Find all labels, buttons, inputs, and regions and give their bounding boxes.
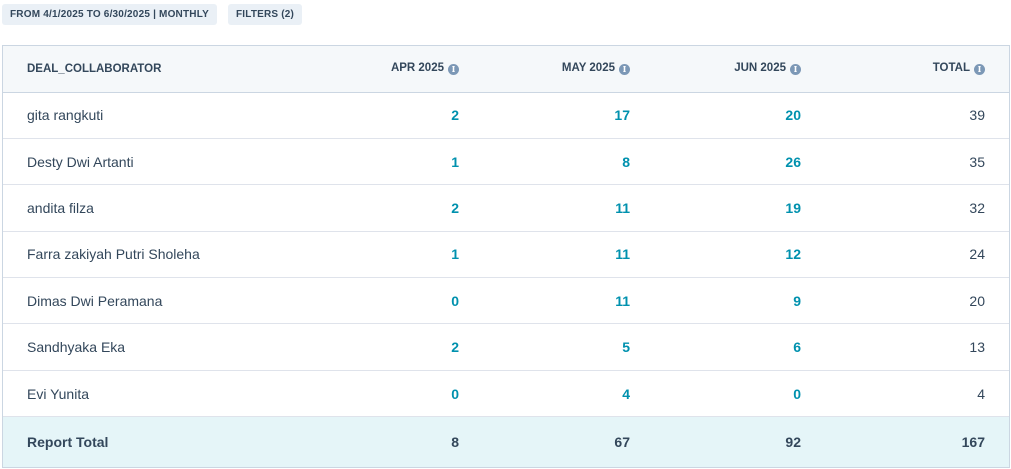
collaborator-name: Dimas Dwi Peramana (3, 277, 312, 325)
may-count-link[interactable]: 4 (483, 370, 654, 418)
column-header-label: DEAL_COLLABORATOR (27, 62, 162, 75)
column-header-label: TOTAL (932, 62, 970, 75)
info-icon[interactable]: i (619, 64, 630, 76)
collaborator-name: Evi Yunita (3, 370, 312, 418)
table-row: Evi Yunita 0 4 0 4 (3, 370, 1009, 418)
report-total-grand: 167 (961, 433, 985, 450)
apr-count-link[interactable]: 2 (312, 184, 483, 232)
table-row: Dimas Dwi Peramana 0 11 9 20 (3, 277, 1009, 325)
report-total-jun: 92 (785, 433, 801, 450)
may-count-link[interactable]: 8 (483, 138, 654, 186)
jun-count-link[interactable]: 0 (654, 370, 825, 418)
row-total: 24 (825, 231, 1009, 279)
apr-count-link[interactable]: 0 (312, 370, 483, 418)
filter-bar: FROM 4/1/2025 TO 6/30/2025 | MONTHLY FIL… (2, 4, 303, 26)
table-row: andita filza 2 11 19 32 (3, 184, 1009, 232)
row-total: 20 (825, 277, 1009, 325)
jun-count-link[interactable]: 6 (654, 323, 825, 371)
collaborator-name: Desty Dwi Artanti (3, 138, 312, 186)
apr-count-link[interactable]: 2 (312, 323, 483, 371)
column-header-may-2025[interactable]: MAY 2025 i (483, 46, 654, 93)
may-count-link[interactable]: 11 (483, 184, 654, 232)
table-row: Farra zakiyah Putri Sholeha 1 11 12 24 (3, 231, 1009, 279)
date-range-chip[interactable]: FROM 4/1/2025 TO 6/30/2025 | MONTHLY (2, 4, 217, 25)
column-header-label: JUN 2025 (734, 62, 786, 75)
info-icon[interactable]: i (790, 64, 801, 76)
column-header-label: APR 2025 (390, 62, 444, 75)
row-total: 39 (825, 92, 1009, 139)
row-total: 35 (825, 138, 1009, 186)
report-total-may: 67 (614, 433, 630, 450)
jun-count-link[interactable]: 20 (654, 92, 825, 139)
jun-count-link[interactable]: 9 (654, 277, 825, 325)
report-table: DEAL_COLLABORATOR APR 2025 i MAY 2025 i JU… (3, 46, 1009, 467)
apr-count-link[interactable]: 2 (312, 92, 483, 139)
may-count-link[interactable]: 17 (483, 92, 654, 139)
row-total: 13 (825, 323, 1009, 371)
column-header-deal-collaborator[interactable]: DEAL_COLLABORATOR (3, 46, 312, 93)
apr-count-link[interactable]: 1 (312, 231, 483, 279)
may-count-link[interactable]: 11 (483, 231, 654, 279)
column-header-total[interactable]: TOTAL i (825, 46, 1009, 93)
collaborator-name: gita rangkuti (3, 92, 312, 139)
apr-count-link[interactable]: 1 (312, 138, 483, 186)
info-icon[interactable]: i (448, 64, 459, 76)
jun-count-link[interactable]: 26 (654, 138, 825, 186)
collaborator-name: Farra zakiyah Putri Sholeha (3, 231, 312, 279)
column-header-apr-2025[interactable]: APR 2025 i (312, 46, 483, 93)
apr-count-link[interactable]: 0 (312, 277, 483, 325)
report-total-apr: 8 (451, 433, 459, 450)
table-header-row: DEAL_COLLABORATOR APR 2025 i MAY 2025 i JU… (3, 46, 1009, 93)
report-total-label: Report Total (27, 433, 109, 450)
row-total: 4 (825, 370, 1009, 418)
report-total-row: Report Total 8 67 92 167 (3, 416, 1009, 467)
table-row: Desty Dwi Artanti 1 8 26 35 (3, 138, 1009, 186)
table-row: Sandhyaka Eka 2 5 6 13 (3, 323, 1009, 371)
column-header-label: MAY 2025 (561, 62, 615, 75)
may-count-link[interactable]: 11 (483, 277, 654, 325)
row-total: 32 (825, 184, 1009, 232)
info-icon[interactable]: i (974, 64, 985, 76)
collaborator-name: Sandhyaka Eka (3, 323, 312, 371)
jun-count-link[interactable]: 19 (654, 184, 825, 232)
table-row: gita rangkuti 2 17 20 39 (3, 92, 1009, 139)
collaborator-name: andita filza (3, 184, 312, 232)
column-header-jun-2025[interactable]: JUN 2025 i (654, 46, 825, 93)
may-count-link[interactable]: 5 (483, 323, 654, 371)
jun-count-link[interactable]: 12 (654, 231, 825, 279)
report-table-container: DEAL_COLLABORATOR APR 2025 i MAY 2025 i JU… (2, 45, 1010, 468)
filters-chip[interactable]: FILTERS (2) (227, 4, 303, 25)
